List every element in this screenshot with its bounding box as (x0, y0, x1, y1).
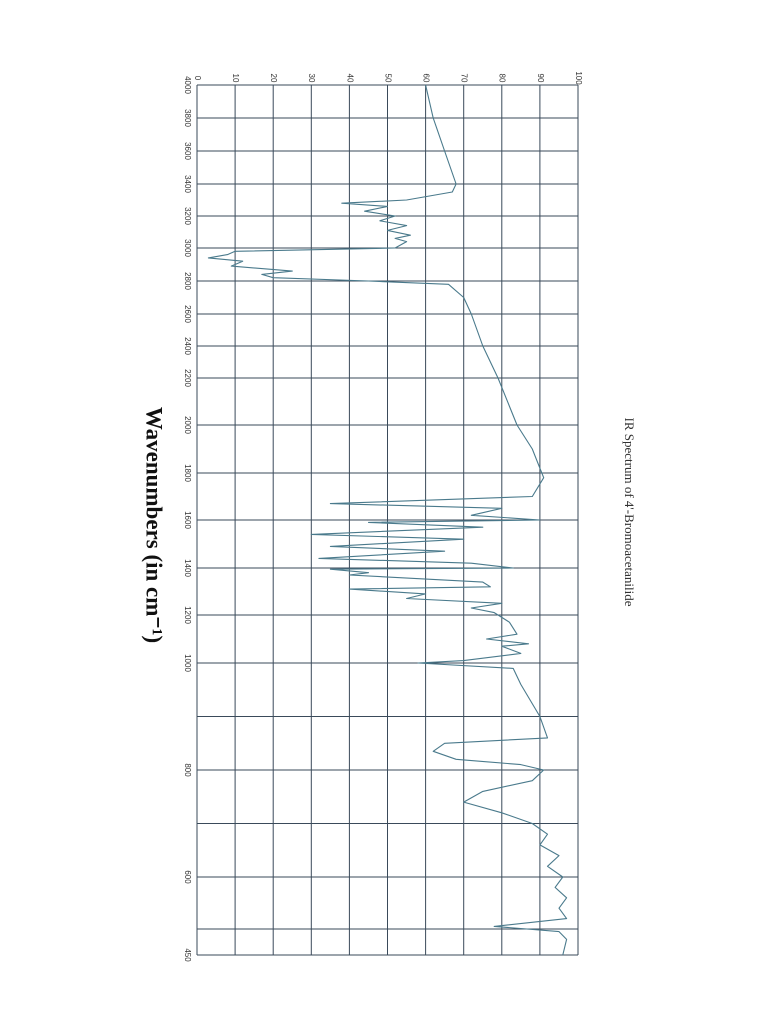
chart-title: IR Spectrum of 4'-Bromoacetanilide (622, 418, 637, 607)
x-tick-label: 1400 (183, 559, 192, 577)
x-tick-label: 600 (183, 870, 192, 884)
x-tick-label: 450 (183, 948, 192, 962)
y-tick-label: 0 (193, 76, 202, 81)
y-tick-label: 70 (460, 74, 469, 83)
y-tick-label: 40 (345, 74, 354, 83)
x-tick-label: 2400 (183, 337, 192, 355)
y-tick-label: 20 (269, 74, 278, 83)
y-tick-label: 10 (231, 74, 240, 83)
x-tick-label: 2200 (183, 369, 192, 387)
x-tick-label: 3600 (183, 142, 192, 160)
x-tick-label: 2600 (183, 305, 192, 323)
x-tick-label: 1800 (183, 464, 192, 482)
x-tick-label: 800 (183, 763, 192, 777)
x-tick-label: 1200 (183, 606, 192, 624)
spectrum-line (207, 84, 568, 956)
y-tick-label: 50 (383, 74, 392, 83)
x-axis-label: Wavenumbers (in cm⁻¹) (142, 407, 167, 643)
x-tick-label: 1600 (183, 511, 192, 529)
x-tick-label: 3000 (183, 239, 192, 257)
y-tick-label: 60 (421, 74, 430, 83)
y-tick-label: 100 (574, 71, 583, 85)
y-tick-label: 30 (307, 74, 316, 83)
x-tick-label: 2800 (183, 272, 192, 290)
x-tick-label: 3400 (183, 175, 192, 193)
y-tick-label: 80 (498, 74, 507, 83)
x-tick-label: 4000 (183, 76, 192, 94)
y-tick-label: 90 (536, 74, 545, 83)
x-tick-label: 1000 (183, 654, 192, 672)
x-tick-label: 3200 (183, 207, 192, 225)
x-tick-label: 2000 (183, 416, 192, 434)
x-tick-label: 3800 (183, 109, 192, 127)
